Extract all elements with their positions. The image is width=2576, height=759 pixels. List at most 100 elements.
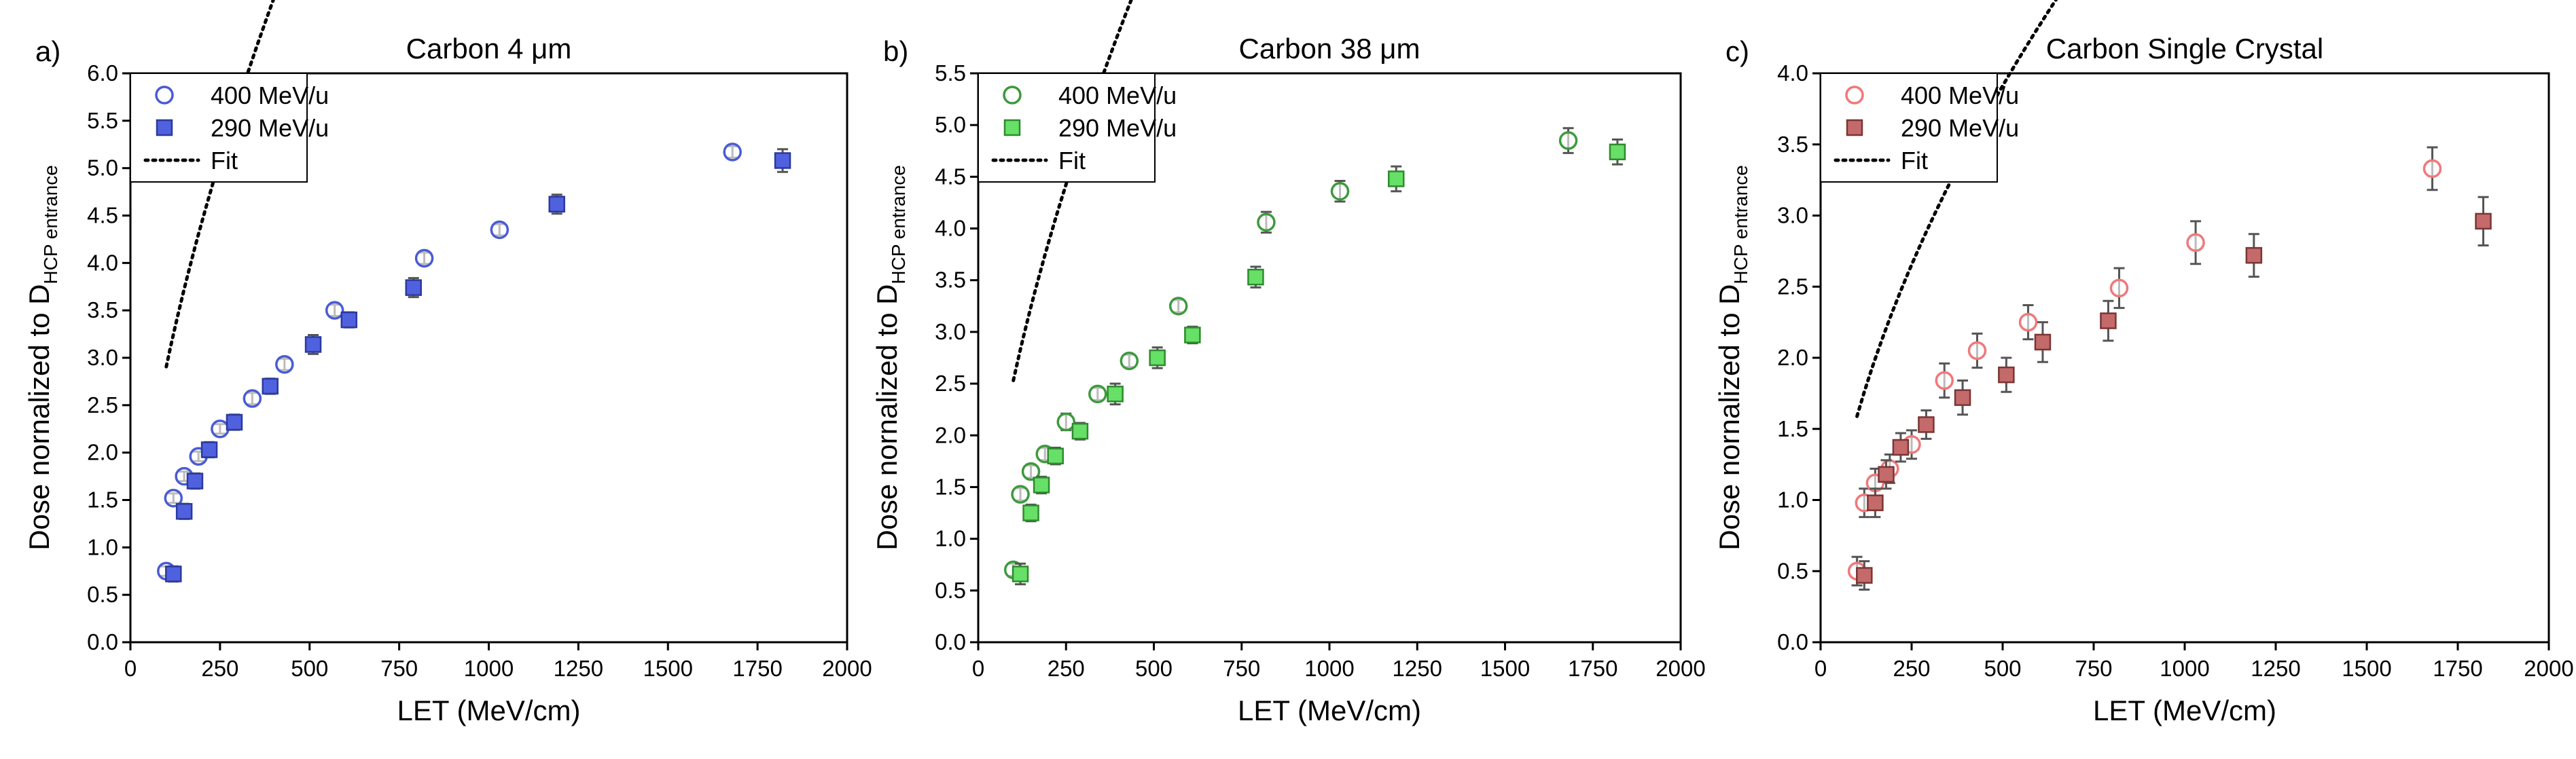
data-point	[2100, 312, 2117, 329]
y-tick-label: 6.0	[87, 60, 118, 86]
data-point	[186, 473, 204, 489]
legend-label: 400 MeV/u	[211, 81, 329, 109]
data-point	[2245, 246, 2263, 264]
panel-3: 0 250 500 750 1000 1250 1500 1750 2000 0.0 0.5 1.0 1…	[1713, 0, 2574, 726]
y-tick-label: 2.0	[935, 422, 966, 447]
y-tick-label: 3.5	[935, 267, 966, 293]
data-point	[723, 143, 742, 162]
data-point	[1088, 384, 1107, 404]
y-tick-label: 3.5	[1777, 132, 1808, 157]
x-tick-label: 2000	[1656, 656, 1705, 681]
x-tick-label: 1500	[2342, 656, 2391, 681]
legend: 400 MeV/u 290 MeV/u Fit	[978, 73, 1177, 183]
y-tick-label: 4.5	[87, 203, 118, 228]
y-axis-label-main: Dose nornalized to D	[871, 284, 903, 551]
y-tick-label: 3.0	[1777, 203, 1808, 228]
data-point	[1071, 422, 1089, 440]
y-axis-label: Dose nornalized to DHCP entrance	[1713, 165, 1751, 551]
y-tick-label: 1.0	[935, 526, 966, 551]
y-tick-label: 1.0	[87, 534, 118, 559]
x-tick-label: 1750	[1568, 656, 1617, 681]
data-point	[1387, 170, 1405, 187]
legend-label: Fit	[211, 147, 238, 174]
x-tick-label: 750	[2075, 656, 2112, 681]
legend-label: Fit	[1058, 147, 1086, 174]
data-point	[490, 220, 509, 240]
y-axis-label-sub: HCP entrance	[888, 165, 909, 284]
series-290	[1012, 138, 1626, 586]
x-tick-label: 500	[1984, 656, 2021, 681]
data-point	[1935, 371, 1954, 390]
x-tick-label: 1000	[464, 656, 514, 681]
data-point	[211, 420, 230, 439]
x-tick-label: 250	[1048, 656, 1085, 681]
x-tick-label: 0	[972, 656, 984, 681]
series-290	[165, 148, 791, 583]
x-tick-label: 250	[201, 656, 238, 681]
data-point	[1149, 349, 1166, 367]
series-290	[1856, 196, 2492, 591]
chart-title: Carbon 4 μm	[406, 33, 572, 64]
data-point	[1021, 462, 1041, 481]
data-point	[2422, 159, 2442, 179]
y-tick-label: 5.5	[935, 60, 966, 86]
data-point	[304, 336, 322, 353]
x-tick-label: 250	[1893, 656, 1930, 681]
y-tick-label: 3.0	[935, 319, 966, 344]
data-point	[1011, 485, 1030, 504]
x-tick-label: 0	[1814, 656, 1827, 681]
x-tick-label: 1500	[1480, 656, 1530, 681]
data-point	[1892, 439, 1910, 456]
y-tick-label: 4.5	[935, 164, 966, 189]
y-tick-label: 4.0	[935, 216, 966, 241]
data-point	[164, 488, 183, 508]
y-tick-label: 2.5	[935, 371, 966, 396]
legend-label: Fit	[1901, 147, 1928, 174]
chart-title: Carbon 38 μm	[1239, 33, 1420, 64]
panel-label: b)	[883, 35, 908, 67]
data-point	[1954, 389, 1971, 406]
x-tick-label: 1000	[1304, 656, 1354, 681]
legend-open-circle-swatch	[1003, 86, 1022, 105]
data-point	[1022, 504, 1039, 521]
series-400	[1847, 146, 2442, 587]
data-point	[325, 301, 344, 320]
data-point	[1012, 566, 1029, 582]
y-tick-label: 5.0	[935, 112, 966, 137]
data-point	[1047, 447, 1064, 464]
legend-open-circle-swatch	[155, 86, 174, 105]
data-point	[1967, 341, 1987, 360]
data-point	[340, 311, 358, 329]
y-tick-label: 1.5	[1777, 416, 1808, 441]
legend: 400 MeV/u 290 MeV/u Fit	[1820, 73, 2019, 183]
data-point	[1878, 466, 1895, 483]
legend-square-swatch	[1003, 119, 1021, 136]
panel-2: 0 250 500 750 1000 1250 1500 1750 2000 0.0 0.5 1.0 1…	[871, 0, 1706, 726]
x-tick-label: 1750	[732, 656, 782, 681]
data-point	[1168, 297, 1188, 316]
data-point	[1867, 494, 1884, 511]
y-axis-label: Dose nornalized to DHCP entrance	[23, 165, 61, 551]
y-axis-label-sub: HCP entrance	[40, 165, 61, 284]
fit-curve	[1012, 0, 1133, 382]
legend-square-swatch	[1846, 119, 1863, 136]
data-point	[1330, 181, 1350, 201]
y-axis-label-main: Dose nornalized to D	[1713, 284, 1745, 551]
y-tick-label: 0.0	[935, 629, 966, 654]
data-point	[1558, 131, 1578, 150]
data-point	[1107, 386, 1124, 403]
y-axis-label-main: Dose nornalized to D	[23, 284, 55, 551]
data-point	[1609, 143, 1626, 161]
data-point	[405, 279, 422, 296]
data-point	[2109, 278, 2129, 298]
y-tick-label: 0.5	[1777, 558, 1808, 583]
x-tick-label: 2000	[2524, 656, 2573, 681]
x-tick-label: 1250	[1393, 656, 1442, 681]
x-tick-label: 1250	[2251, 656, 2300, 681]
data-point	[2186, 233, 2205, 253]
y-tick-label: 1.5	[935, 474, 966, 499]
x-axis-label: LET (MeV/cm)	[397, 695, 581, 726]
y-tick-label: 1.0	[1777, 487, 1808, 513]
y-tick-label: 2.5	[87, 392, 118, 418]
y-tick-label: 0.0	[1777, 629, 1808, 654]
